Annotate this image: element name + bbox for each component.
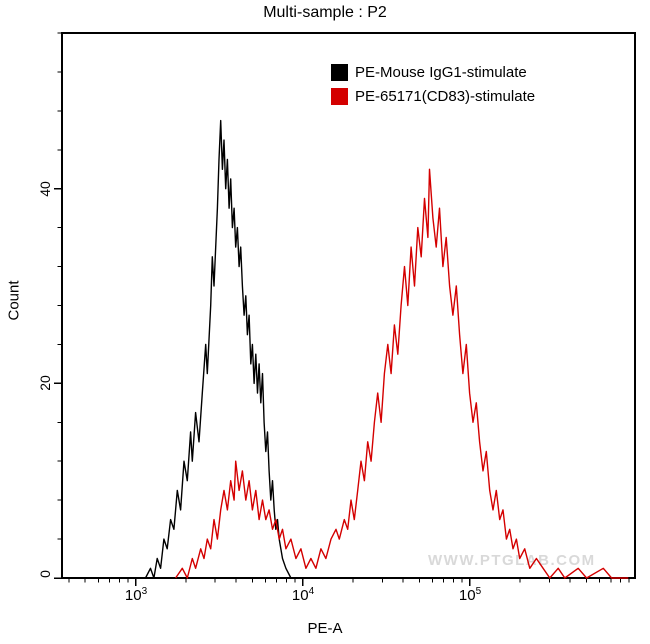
x-tick-exponent: 4 — [308, 586, 315, 597]
histogram-trace-0 — [144, 119, 292, 579]
legend-label-igg1: PE-Mouse IgG1-stimulate — [355, 64, 527, 81]
x-axis-label: PE-A — [307, 620, 343, 637]
legend-swatch-red — [331, 88, 348, 105]
x-tick-exponent: 5 — [475, 586, 482, 597]
x-tick-base: 10 — [458, 587, 476, 604]
legend-label-cd83: PE-65171(CD83)-stimulate — [355, 88, 536, 105]
x-tick-base: 10 — [291, 587, 309, 604]
legend: PE-Mouse IgG1-stimulate PE-65171(CD83)-s… — [331, 63, 535, 111]
x-tick-label-1e4: 104 — [292, 586, 314, 604]
chart-title: Multi-sample : P2 — [263, 4, 387, 21]
x-tick-base: 10 — [124, 587, 142, 604]
y-tick-label-0: 0 — [37, 570, 53, 578]
plot-frame — [61, 32, 636, 579]
y-axis-label: Count — [5, 280, 23, 321]
x-tick-label-1e5: 105 — [459, 586, 481, 604]
watermark: WWW.PTGLAB.COM — [428, 552, 596, 569]
legend-item-cd83: PE-65171(CD83)-stimulate — [331, 87, 535, 106]
y-tick-label-20: 20 — [37, 375, 53, 391]
y-tick-label-40: 40 — [37, 181, 53, 197]
legend-item-igg1: PE-Mouse IgG1-stimulate — [331, 63, 535, 82]
legend-swatch-black — [331, 64, 348, 81]
x-tick-exponent: 3 — [141, 586, 148, 597]
x-tick-label-1e3: 103 — [125, 586, 147, 604]
histogram-trace-1 — [175, 168, 629, 579]
